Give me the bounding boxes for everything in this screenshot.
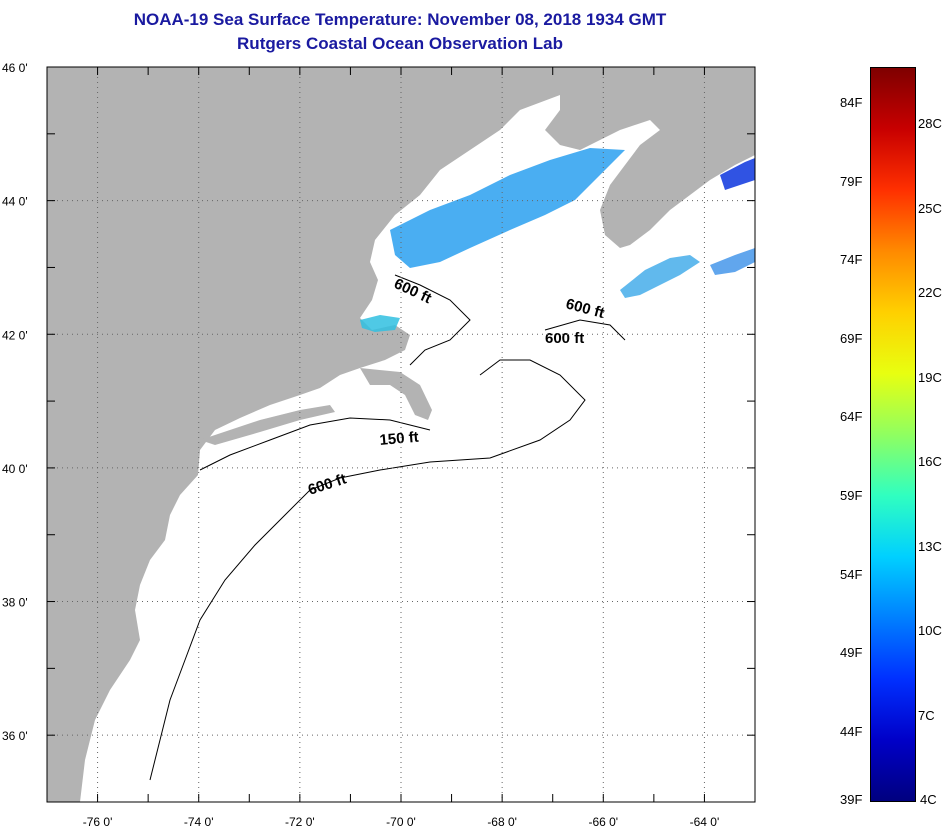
colorbar-c-label: 13C: [918, 538, 942, 554]
colorbar-f-label: 64F: [840, 409, 863, 425]
y-tick-label: 44 0': [2, 195, 28, 209]
y-tick-label: 38 0': [2, 596, 28, 610]
x-axis: -76 0' -74 0' -72 0' -70 0' -68 0' -66 0' -64 …: [46, 67, 756, 829]
sst-data: [360, 148, 755, 332]
temperature-colorbar: [870, 67, 916, 802]
colorbar-c-label: 7C: [918, 707, 935, 723]
contour-line: [149, 359, 586, 781]
colorbar-c-label: 10C: [918, 623, 942, 638]
colorbar-f-label: 84F: [840, 95, 863, 110]
x-tick-label: -74 0': [184, 815, 214, 829]
colorbar-f-label: 54F: [840, 566, 863, 582]
colorbar-c-label: 4C: [920, 792, 937, 807]
land-long-island: [200, 405, 335, 445]
contour-label: 600 ft: [545, 330, 584, 347]
sst-patch-georges: [620, 255, 700, 298]
sst-patch-gulf-of-maine: [390, 148, 625, 268]
sst-patch-ns-coast: [720, 158, 755, 190]
graticule: [47, 67, 755, 802]
colorbar-f-label: 59F: [840, 488, 863, 503]
x-tick-label: -70 0': [386, 815, 416, 829]
contour-line: [544, 319, 626, 341]
y-tick-label: 40 0': [2, 462, 28, 476]
x-tick-label: -64 0': [690, 815, 720, 829]
y-tick-label: 36 0': [2, 729, 28, 743]
colorbar-f-label: 74F: [840, 252, 863, 268]
colorbar-f-label: 79F: [840, 173, 863, 189]
contour-label: 150 ft: [379, 429, 420, 449]
y-tick-label: 46 0': [2, 61, 28, 75]
land-cape-cod: [360, 368, 432, 420]
x-tick-label: -76 0': [83, 815, 113, 829]
x-tick-label: -68 0': [487, 815, 517, 829]
contour-line: [199, 417, 431, 471]
colorbar-c-label: 22C: [918, 285, 942, 300]
sst-patch-scotian-shelf: [710, 248, 755, 275]
y-tick-label: 42 0': [2, 328, 28, 342]
map-title: NOAA-19 Sea Surface Temperature: Novembe…: [133, 10, 667, 29]
x-tick-label: -72 0': [285, 815, 315, 829]
sst-patch-massbay: [360, 315, 400, 332]
land-mass: [47, 67, 560, 802]
colorbar-c-label: 16C: [918, 454, 942, 469]
land-nova-scotia: [545, 67, 755, 248]
contour-line: [394, 274, 471, 366]
map-subtitle: Rutgers Coastal Ocean Observation Lab: [237, 34, 563, 53]
colorbar-f-label: 39F: [840, 792, 863, 807]
colorbar-c-label: 19C: [918, 369, 942, 385]
colorbar-c-label: 25C: [918, 200, 942, 216]
colorbar-f-label: 69F: [840, 330, 863, 346]
colorbar-c-label: 28C: [918, 116, 942, 131]
x-tick-label: -66 0': [588, 815, 618, 829]
bathymetry-contours: [149, 274, 626, 781]
colorbar-f-label: 49F: [840, 645, 863, 661]
y-axis: 46 0' 44 0' 42 0' 40 0' 38 0' 36 0': [2, 61, 755, 803]
colorbar-f-label: 44F: [840, 723, 863, 739]
